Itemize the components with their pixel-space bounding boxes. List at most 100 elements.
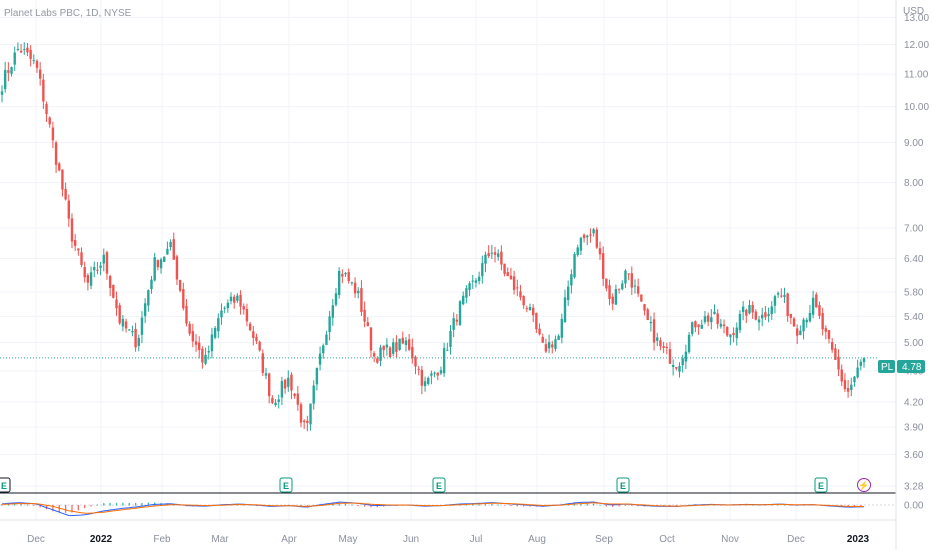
candle-body <box>401 337 404 344</box>
candle-body <box>827 330 831 340</box>
candle-body <box>566 286 570 301</box>
candle-body <box>245 308 249 322</box>
candle <box>487 245 490 259</box>
candle <box>7 62 10 82</box>
candle <box>433 371 436 378</box>
candle-body <box>23 49 26 51</box>
candle-body <box>172 239 175 260</box>
candle-body <box>29 49 32 59</box>
candle <box>592 227 595 237</box>
candle-body <box>659 340 662 347</box>
candle-body <box>652 319 656 343</box>
symbol-tag: PL <box>881 362 894 373</box>
candle <box>178 279 182 293</box>
candle-body <box>96 269 99 271</box>
macd-panel[interactable]: 0.00 <box>0 501 924 517</box>
candle <box>363 301 366 328</box>
candle <box>811 290 815 319</box>
candle <box>325 330 328 346</box>
candle-body <box>48 117 51 125</box>
candle-body <box>150 279 153 290</box>
candle-body <box>560 318 564 338</box>
candle <box>636 278 640 297</box>
candle <box>357 287 360 299</box>
candle-body <box>118 305 121 324</box>
candle <box>163 256 166 262</box>
candle-body <box>843 380 847 390</box>
price-tick-label: 3.90 <box>904 423 924 434</box>
price-axis[interactable]: 13.00 12.00 11.00 10.00 9.00 8.00 7.00 6.40 5.80… <box>904 13 929 493</box>
candle-body <box>576 247 579 256</box>
candle <box>414 355 417 375</box>
symbol-tag-background <box>878 360 895 373</box>
candle <box>512 270 516 295</box>
candle <box>509 267 513 280</box>
candle <box>665 342 668 355</box>
candle <box>280 376 284 405</box>
candle-body <box>331 305 335 318</box>
candle-body <box>54 142 58 165</box>
candle <box>757 315 761 331</box>
signal-line <box>1 502 865 514</box>
candle <box>353 277 357 298</box>
candle <box>182 282 185 311</box>
candle-body <box>207 351 210 353</box>
candle <box>462 291 465 306</box>
candle <box>528 303 532 311</box>
candle <box>468 281 471 297</box>
lightning-icon: ⚡ <box>858 480 869 492</box>
candle-body <box>223 307 226 309</box>
candle <box>89 266 93 290</box>
candle-body <box>322 345 325 354</box>
candle <box>277 394 280 409</box>
candle <box>614 284 618 305</box>
candle-body <box>802 319 805 332</box>
candle <box>656 332 659 347</box>
candle <box>287 370 290 392</box>
candle <box>493 246 497 263</box>
candle <box>808 304 812 323</box>
candle <box>54 140 58 173</box>
candle-body <box>490 252 494 254</box>
candle-body <box>601 253 605 279</box>
candle-body <box>859 361 863 366</box>
candle <box>255 333 258 345</box>
candle <box>407 333 411 352</box>
candle-body <box>446 349 449 351</box>
candle-body <box>430 373 433 376</box>
candle-body <box>347 272 350 281</box>
candle-body <box>458 301 462 326</box>
candle <box>477 271 481 285</box>
candle <box>207 345 210 360</box>
candle <box>761 307 764 327</box>
candle-body <box>201 348 204 363</box>
candle-body <box>407 339 411 350</box>
candle-body <box>360 288 363 313</box>
candle <box>633 279 637 294</box>
candle <box>815 292 818 308</box>
candle <box>484 251 487 273</box>
candle-body <box>334 293 338 305</box>
candle-body <box>86 275 90 283</box>
candle-body <box>465 288 468 298</box>
candle-body <box>220 310 223 318</box>
candle-body <box>283 379 287 389</box>
candle-body <box>678 365 681 372</box>
time-tick-label: Oct <box>659 534 675 545</box>
candle <box>124 318 128 333</box>
candle-body <box>544 344 548 352</box>
time-axis[interactable]: Dec 2022 Feb Mar Apr May Jun Jul Aug Sep Oct Nov Dec… <box>27 534 869 545</box>
candle <box>802 317 805 340</box>
candle-body <box>713 311 716 315</box>
candle <box>671 359 675 376</box>
price-panel[interactable] <box>0 42 878 432</box>
time-tick-label: Feb <box>153 534 171 545</box>
candle <box>735 322 738 346</box>
candle <box>586 234 589 246</box>
candle <box>86 273 90 291</box>
candle-body <box>398 338 401 350</box>
candle <box>579 236 583 256</box>
candle <box>118 302 121 325</box>
